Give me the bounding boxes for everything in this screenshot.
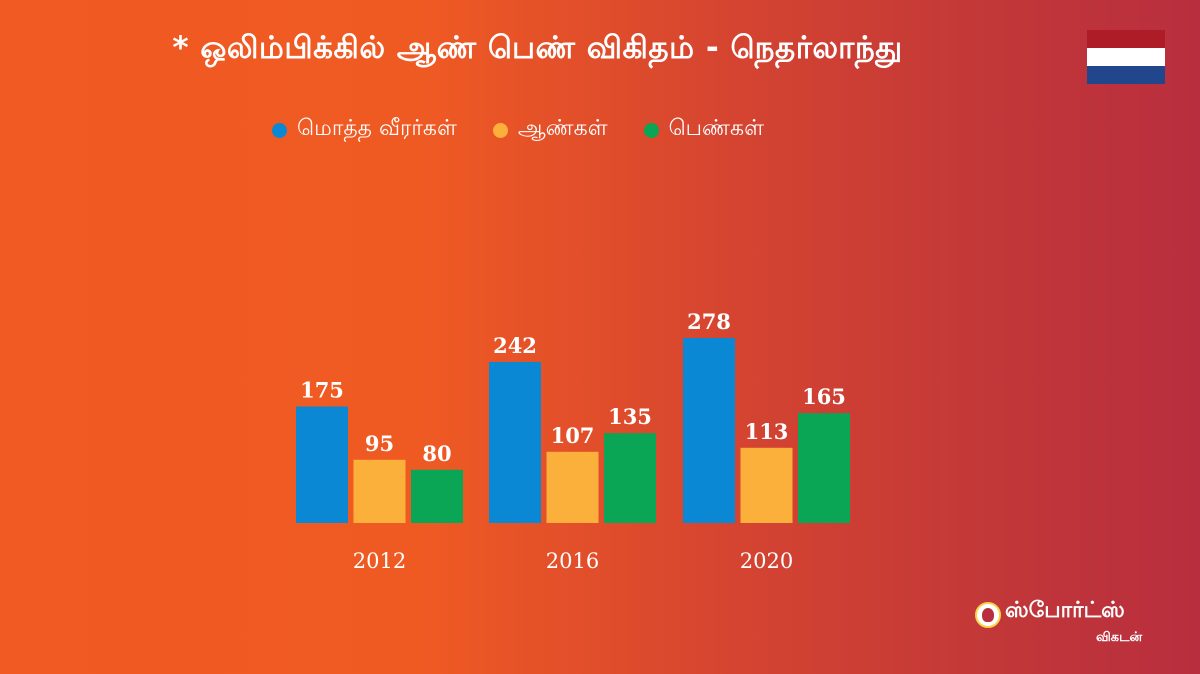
flag-stripe-blue: [1087, 66, 1165, 84]
x-tick-label-2020: 2020: [740, 549, 793, 573]
bar-men-2016: [546, 451, 599, 523]
vikatan-logo-icon: [975, 602, 1001, 628]
bar-women-2016: [604, 433, 656, 523]
bar-women-2020: [798, 413, 850, 523]
brand-sub: விகடன்: [1096, 630, 1143, 645]
bar-men-2020: [740, 447, 793, 523]
legend-dot-men: [492, 122, 508, 138]
bar-women-2012: [411, 469, 463, 523]
legend-label-women: பெண்கள்: [668, 116, 764, 141]
x-tick-label-2012: 2012: [353, 549, 406, 573]
data-label-women-2012: 80: [422, 441, 451, 466]
flag-stripe-white: [1087, 48, 1165, 66]
data-label-total-2012: 175: [300, 378, 344, 403]
legend-item-men: ஆண்கள்: [492, 116, 608, 144]
chart-title: * ஒலிம்பிக்கில் ஆண் பெண் விகிதம் - நெதர்…: [172, 30, 903, 66]
data-label-men-2016: 107: [551, 423, 595, 448]
data-label-total-2016: 242: [493, 333, 537, 358]
netherlands-flag-icon: [1087, 30, 1165, 84]
legend-item-women: பெண்கள்: [643, 116, 764, 144]
legend-item-total: மொத்த வீரர்கள்: [272, 116, 457, 144]
data-label-men-2012: 95: [365, 431, 394, 456]
chart-legend: மொத்த வீரர்கள் ஆண்கள் பெண்கள்: [272, 112, 800, 148]
data-label-women-2016: 135: [608, 404, 652, 429]
data-label-total-2020: 278: [687, 309, 731, 334]
bar-total-2012: [296, 406, 348, 523]
bar-men-2012: [353, 459, 406, 523]
legend-label-total: மொத்த வீரர்கள்: [297, 116, 457, 141]
flag-stripe-red: [1087, 30, 1165, 48]
x-tick-label-2016: 2016: [546, 549, 599, 573]
legend-dot-women: [643, 122, 659, 138]
data-label-men-2020: 113: [745, 419, 789, 444]
bar-total-2016: [489, 361, 541, 523]
brand-mark: ஸ்போர்ட்ஸ் விகடன்: [975, 596, 1175, 656]
brand-name: ஸ்போர்ட்ஸ்: [1005, 598, 1125, 623]
legend-label-men: ஆண்கள்: [517, 116, 608, 141]
legend-dot-total: [272, 122, 287, 138]
bar-total-2020: [683, 338, 735, 523]
data-label-women-2020: 165: [802, 384, 846, 409]
